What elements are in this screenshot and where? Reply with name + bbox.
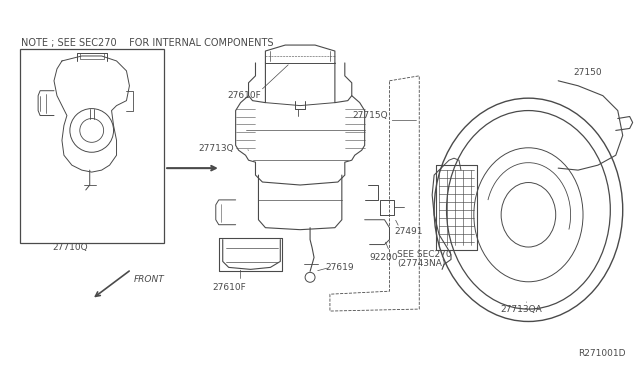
Text: 27713QA: 27713QA bbox=[500, 305, 542, 314]
Text: (27743NA): (27743NA) bbox=[397, 259, 446, 268]
Text: FRONT: FRONT bbox=[133, 275, 164, 284]
Text: NOTE ; SEE SEC270    FOR INTERNAL COMPONENTS: NOTE ; SEE SEC270 FOR INTERNAL COMPONENT… bbox=[21, 38, 274, 48]
Text: 27713Q: 27713Q bbox=[198, 144, 234, 153]
Text: R271001D: R271001D bbox=[578, 349, 625, 358]
Bar bbox=[20, 49, 164, 243]
Text: 27619: 27619 bbox=[325, 263, 353, 272]
Text: 27610F: 27610F bbox=[228, 91, 262, 100]
Text: 27715Q: 27715Q bbox=[353, 111, 388, 120]
Text: SEE SEC270: SEE SEC270 bbox=[397, 250, 452, 259]
Text: 27491: 27491 bbox=[394, 227, 423, 236]
Text: 27610F: 27610F bbox=[213, 283, 246, 292]
Text: 92200: 92200 bbox=[370, 253, 398, 262]
Text: 27150: 27150 bbox=[573, 68, 602, 77]
Text: 27710Q: 27710Q bbox=[52, 243, 88, 252]
